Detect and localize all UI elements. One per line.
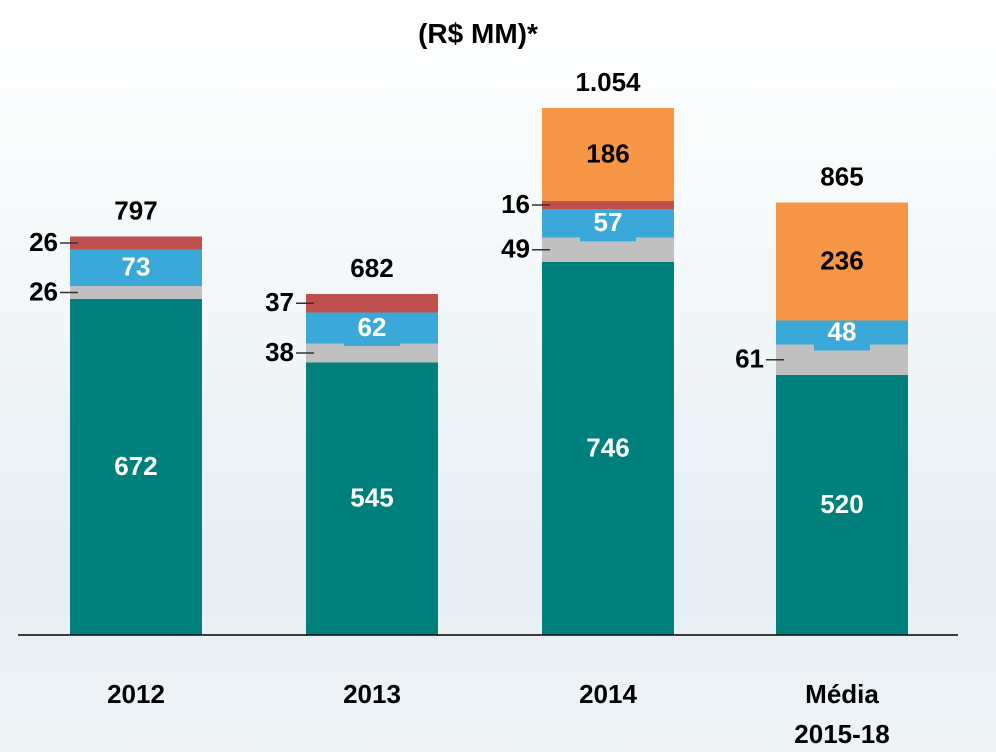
data-label: 37: [265, 287, 294, 317]
data-label: 545: [350, 483, 393, 513]
total-label: 682: [350, 253, 393, 283]
data-label: 746: [586, 432, 629, 462]
bar-segment: [542, 201, 674, 209]
data-label: 62: [358, 312, 387, 342]
chart: 672 26 73 26 797 545 38 62 37 682 746 49 57 16 186 1.05…: [0, 0, 996, 752]
data-label: 26: [29, 227, 58, 257]
bar-segment: [70, 237, 202, 250]
data-label: 61: [735, 344, 764, 374]
data-label: 236: [820, 245, 863, 275]
data-label: 48: [828, 316, 857, 346]
data-label: 520: [820, 489, 863, 519]
total-label: 797: [114, 195, 157, 225]
bar-segment: [306, 294, 438, 313]
total-label: 865: [820, 161, 863, 191]
data-label: 186: [586, 138, 629, 168]
x-tick-label: 2014: [543, 674, 673, 714]
data-label: 49: [501, 234, 530, 264]
chart-area: (R$ MM)* 6722673267975453862376827464957…: [0, 0, 996, 752]
data-label: 57: [594, 207, 623, 237]
x-tick-label: 2012: [71, 674, 201, 714]
bar-segment: [70, 286, 202, 299]
data-label: 26: [29, 276, 58, 306]
bar-segment: [306, 344, 438, 363]
data-label: 672: [114, 451, 157, 481]
data-label: 73: [122, 252, 151, 282]
data-label: 16: [501, 189, 530, 219]
total-label: 1.054: [575, 67, 641, 97]
data-label: 38: [265, 337, 294, 367]
x-tick-label: 2013: [307, 674, 437, 714]
x-tick-label: Média 2015-18: [777, 674, 907, 754]
